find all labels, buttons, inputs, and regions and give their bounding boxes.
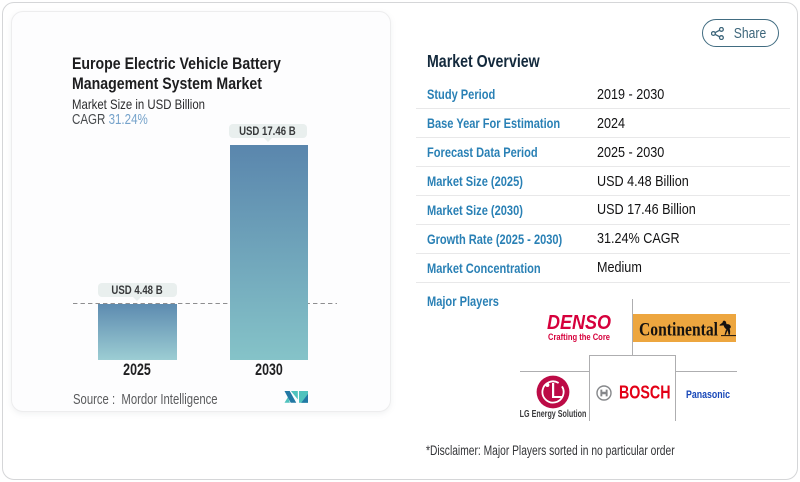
svg-text:DENSO: DENSO xyxy=(547,312,611,334)
svg-text:Panasonic: Panasonic xyxy=(686,389,730,400)
svg-text:BOSCH: BOSCH xyxy=(619,383,671,402)
svg-text:Crafting the Core: Crafting the Core xyxy=(548,332,610,342)
svg-text:Continental: Continental xyxy=(639,319,718,340)
